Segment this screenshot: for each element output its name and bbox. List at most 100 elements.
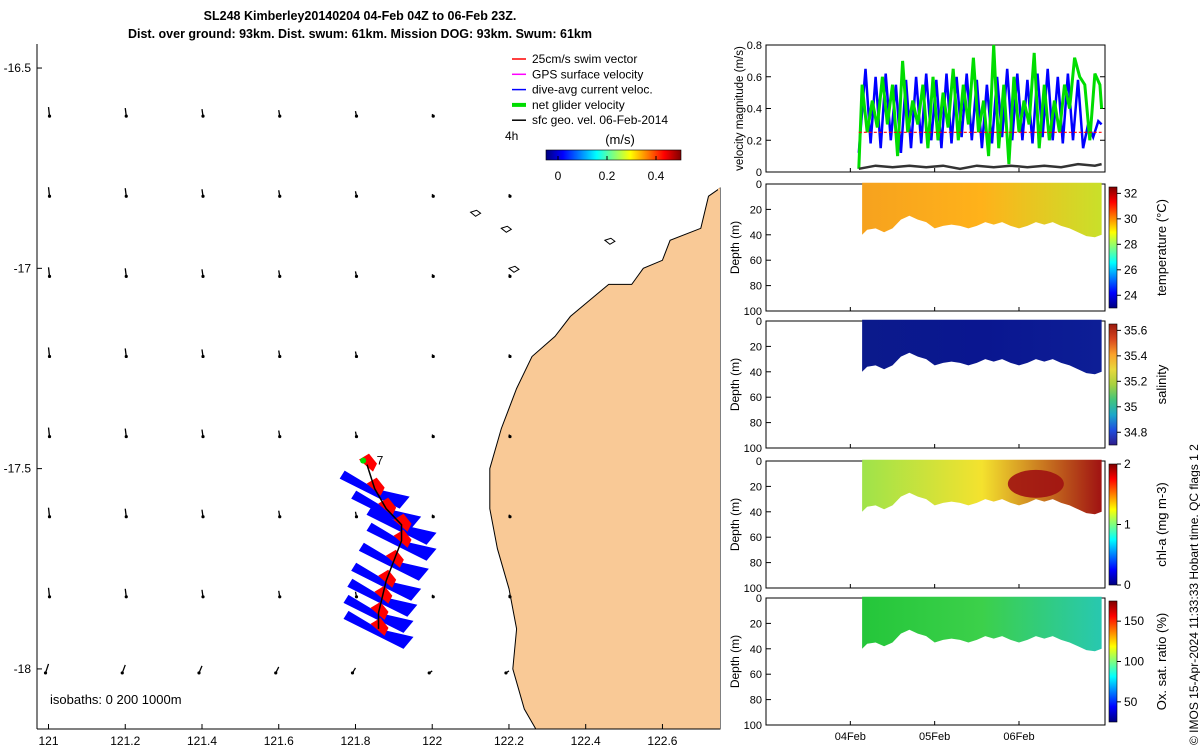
colorbar-tick-label: 35.2: [1124, 374, 1148, 388]
island-3: [507, 265, 520, 273]
salinity-panel: 0 20 40 60 80 100 Depth (m) 34.8 35 35.2 35.4 35.6 s…: [728, 316, 1169, 455]
colorbar-tick-label: 0.2: [599, 169, 616, 183]
geo-arrow-head: [201, 194, 205, 198]
salinity-colorbar-label: salinity: [1154, 364, 1169, 404]
colorbar-tick-label: 150: [1124, 614, 1144, 628]
temperature-panel: 0 20 40 60 80 100 Depth (m) 24 26 28 30 32 temperatu…: [728, 179, 1169, 318]
chl-max-patch: [1007, 469, 1064, 498]
lon-tick-label: 122.2: [494, 734, 524, 748]
geo-arrow-head: [354, 595, 359, 599]
geo-arrow-head: [508, 354, 512, 359]
temperature-colorbar: [1108, 186, 1118, 309]
geo-arrow-head: [201, 515, 205, 519]
geo-arrow-head: [431, 194, 435, 198]
geo-arrow-head: [354, 434, 359, 439]
velocity-series-line: [857, 68, 1103, 153]
geo-arrow-head: [124, 595, 128, 599]
lon-tick-label: 122.6: [647, 734, 677, 748]
geo-arrow-head: [431, 434, 435, 439]
island-2: [603, 237, 616, 245]
geo-arrow-head: [354, 194, 359, 198]
velocity-series-line: [858, 162, 1102, 171]
depth-tick-label: 20: [750, 204, 762, 216]
geo-arrow-head: [431, 515, 435, 519]
depth-tick-label: 80: [750, 558, 762, 570]
colorbar-tick-label: 34.8: [1124, 425, 1148, 439]
geo-arrow-head: [354, 354, 359, 359]
colorbar-tick-label: 35: [1124, 400, 1138, 414]
geo-arrow-head: [47, 194, 52, 198]
legend-label: GPS surface velocity: [532, 67, 643, 81]
geo-arrow-head: [124, 515, 128, 519]
time-step-label: 4h: [505, 129, 518, 143]
swim-vector: [370, 617, 389, 636]
geo-arrow-head: [508, 194, 512, 198]
track-start-marker: [360, 457, 367, 464]
velocity-ytick-label: 0.8: [747, 40, 762, 52]
swim-vector: [393, 529, 412, 548]
oxygen-colorbar-label: Ox. sat. ratio (%): [1154, 613, 1169, 711]
geo-arrow-head: [47, 114, 52, 118]
depth-tick-label: 60: [750, 255, 762, 267]
land-edge: [718, 188, 720, 730]
colorbar-tick-label: 100: [1124, 655, 1144, 669]
chl-a-ylabel: Depth (m): [728, 498, 742, 551]
geo-arrow-head: [120, 671, 124, 675]
lon-tick-label: 121.8: [340, 734, 370, 748]
temperature-colorbar-label: temperature (°C): [1154, 199, 1169, 296]
geo-arrow-head: [47, 595, 52, 599]
lon-tick-label: 121.2: [110, 734, 140, 748]
salinity-profile-data: [862, 319, 1102, 375]
lat-tick-label: -18: [14, 662, 32, 676]
geo-arrow-head: [124, 354, 128, 359]
depth-tick-label: 40: [750, 230, 762, 242]
velocity-ytick-label: 0.6: [747, 72, 762, 84]
geo-arrow-head: [431, 595, 435, 599]
geo-arrow-head: [278, 434, 282, 439]
geo-arrow-head: [504, 671, 508, 675]
isobaths-label: isobaths: 0 200 1000m: [50, 692, 182, 707]
colorbar-title: (m/s): [605, 132, 635, 147]
title-line-1: SL248 Kimberley20140204 04-Feb 04Z to 06…: [203, 9, 517, 23]
geo-arrow-head: [124, 114, 128, 118]
velocity-ylabel: velocity magnitude (m/s): [734, 46, 746, 171]
time-tick-label: 06Feb: [1003, 731, 1034, 743]
geo-arrow-head: [278, 114, 282, 118]
geo-arrow-head: [43, 671, 48, 675]
island-1: [500, 225, 513, 233]
title-line-2: Dist. over ground: 93km. Dist. swum: 61k…: [127, 27, 592, 41]
temperature-profile-data: [862, 182, 1102, 238]
depth-tick-label: 0: [756, 316, 762, 328]
geo-arrow-head: [47, 354, 52, 359]
chl-a-panel: 0 20 40 60 80 100 Depth (m) 0 1 2 chl-a (mg m-3): [728, 456, 1169, 595]
geo-arrow-head: [278, 515, 282, 519]
geo-arrow-head: [201, 274, 205, 278]
depth-tick-label: 20: [750, 618, 762, 630]
depth-tick-label: 0: [756, 593, 762, 605]
depth-tick-label: 60: [750, 669, 762, 681]
island-0: [469, 209, 482, 217]
depth-tick-label: 80: [750, 281, 762, 293]
lon-tick-label: 121.4: [187, 734, 217, 748]
colorbar-tick-label: 30: [1124, 212, 1138, 226]
lat-tick-label: -17.5: [4, 462, 32, 476]
depth-tick-label: 40: [750, 507, 762, 519]
lon-tick-label: 122.4: [571, 734, 601, 748]
geo-arrow-head: [431, 274, 435, 278]
depth-tick-label: 100: [744, 720, 762, 732]
geo-arrow-head: [508, 595, 512, 599]
salinity-colorbar: [1108, 323, 1118, 446]
geo-arrow-head: [278, 194, 282, 198]
geo-arrow-head: [350, 671, 355, 675]
geo-arrow-head: [278, 595, 282, 599]
velocity-series-line: [857, 44, 1104, 169]
depth-tick-label: 80: [750, 695, 762, 707]
imos-footer-note: © IMOS 15-Apr-2024 11:33:33 Hobart time.…: [1187, 444, 1200, 745]
geo-arrow-head: [201, 114, 205, 118]
chl-a-colorbar-label: chl-a (mg m-3): [1154, 482, 1169, 567]
geo-arrow-head: [47, 434, 52, 439]
geo-arrow-head: [508, 274, 512, 278]
colorbar-tick-label: 50: [1124, 695, 1138, 709]
colorbar-tick-label: 26: [1124, 263, 1138, 277]
